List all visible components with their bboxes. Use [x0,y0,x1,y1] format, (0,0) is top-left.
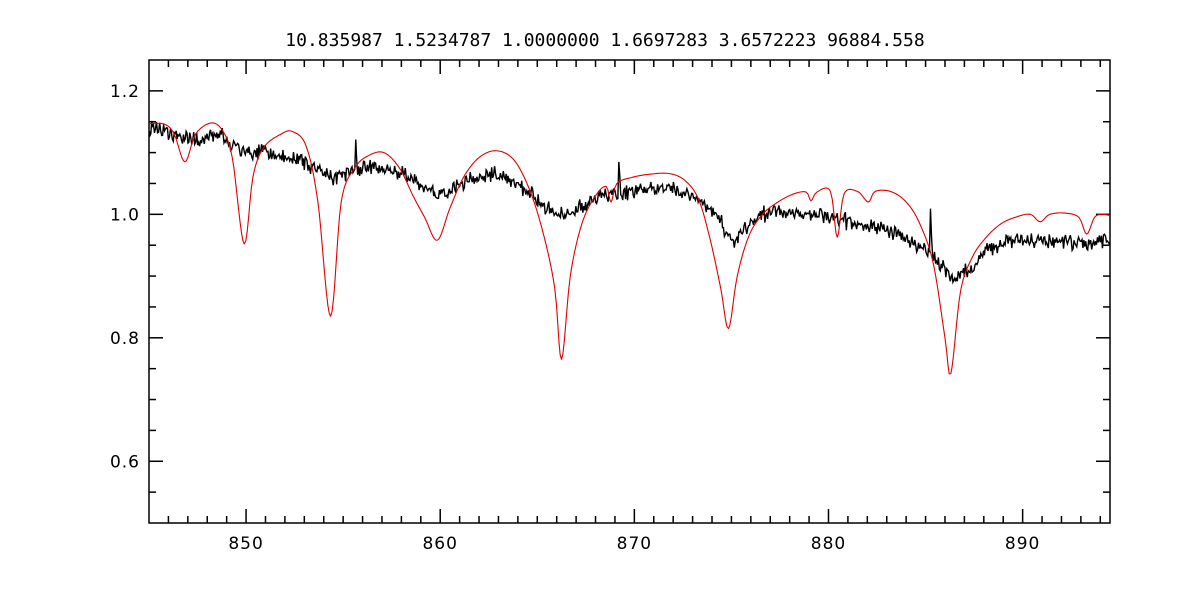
x-tick-label: 880 [811,534,846,554]
model-spectrum-line [149,122,1110,375]
x-tick-label: 850 [228,534,263,554]
x-tick-label: 860 [422,534,457,554]
observed-spectrum-line [149,120,1110,285]
y-tick-label: 0.6 [110,452,140,472]
y-tick-label: 0.8 [110,329,140,349]
x-tick-label: 870 [617,534,652,554]
fit-parameters-title: 10.835987 1.5234787 1.0000000 1.6697283 … [285,30,924,51]
y-tick-label: 1.0 [110,205,140,225]
y-tick-label: 1.2 [110,82,140,102]
x-tick-label: 890 [1005,534,1040,554]
plot-frame [148,59,1111,524]
